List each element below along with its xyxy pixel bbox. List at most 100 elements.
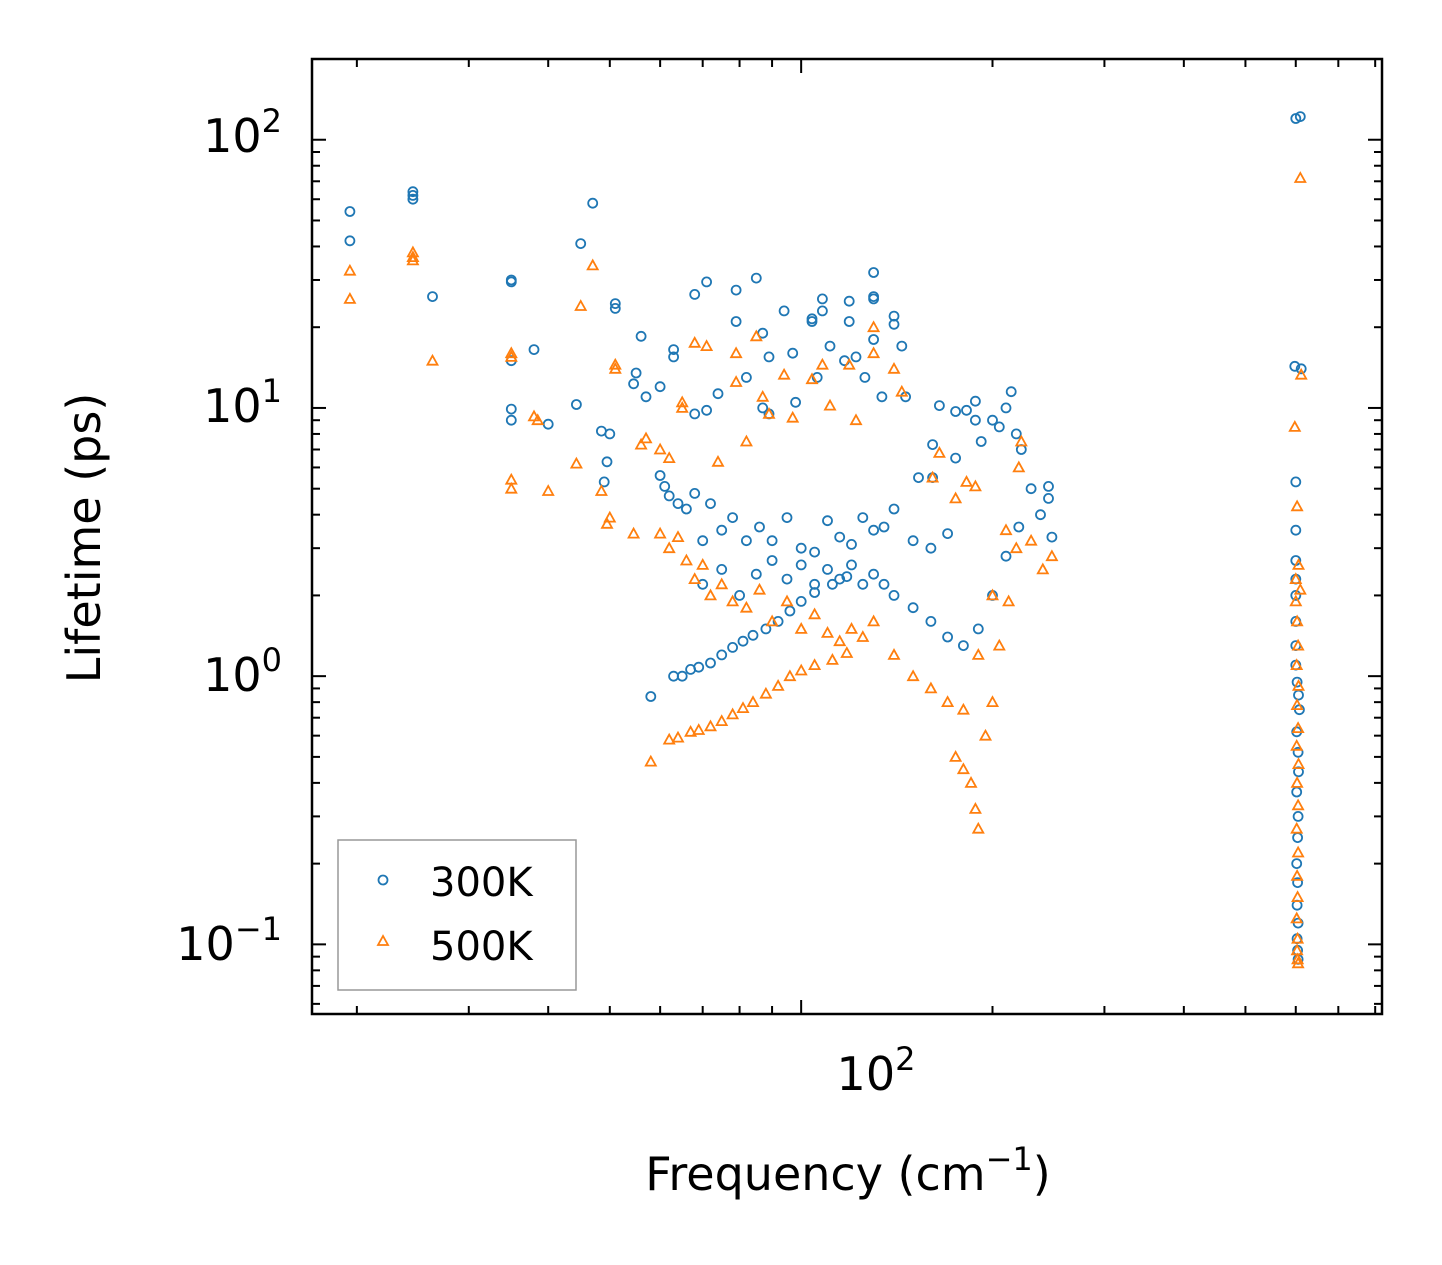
point-500k — [1009, 541, 1023, 554]
point-500k — [808, 658, 822, 670]
point-300k — [950, 452, 961, 464]
point-500k — [586, 258, 600, 271]
point-300k — [747, 629, 759, 641]
x-tick-base-100: 10 — [837, 1047, 896, 1101]
point-300k — [1292, 746, 1304, 758]
point-300k — [907, 535, 919, 547]
point-500k — [985, 588, 1000, 601]
point-300k — [790, 396, 801, 408]
point-500k — [1289, 594, 1303, 607]
y-tick-label-1: 100 — [203, 641, 282, 702]
point-500k — [639, 431, 653, 444]
point-300k — [817, 305, 828, 317]
point-500k — [971, 648, 985, 660]
point-300k — [587, 197, 599, 209]
point-300k — [701, 404, 712, 416]
point-300k — [659, 480, 671, 492]
point-500k — [1290, 614, 1304, 627]
point-500k — [786, 410, 800, 423]
point-300k — [907, 602, 919, 614]
point-500k — [531, 413, 545, 426]
point-300k — [809, 587, 820, 598]
point-500k — [895, 384, 909, 397]
point-300k — [1043, 492, 1054, 504]
point-300k — [344, 235, 356, 247]
point-300k — [505, 414, 517, 426]
point-500k — [1290, 658, 1304, 670]
point-300k — [609, 298, 621, 310]
point-300k — [716, 564, 728, 575]
point-300k — [750, 568, 762, 580]
axis-ticks — [312, 58, 1382, 1014]
point-500k — [715, 577, 729, 590]
point-500k — [808, 607, 822, 620]
point-500k — [825, 653, 839, 665]
point-300k — [681, 503, 692, 515]
point-500k — [696, 558, 710, 570]
y-tick-exp-0.1: −1 — [235, 910, 282, 948]
point-500k — [729, 375, 743, 387]
point-300k — [1289, 360, 1301, 372]
point-300k — [427, 291, 438, 303]
point-300k — [822, 564, 833, 575]
point-500k — [999, 523, 1013, 536]
y-tick-base-100: 10 — [203, 109, 262, 163]
point-500k — [780, 594, 794, 607]
point-300k — [727, 642, 738, 653]
legend: 300K 500K — [337, 839, 577, 991]
point-500k — [608, 357, 622, 370]
point-500k — [1289, 572, 1303, 584]
point-500k — [688, 572, 702, 584]
point-500k — [1293, 582, 1307, 595]
point-300k — [1046, 531, 1058, 543]
point-300k — [407, 189, 419, 201]
legend-marker-300k — [377, 874, 389, 886]
point-500k — [700, 339, 714, 352]
point-500k — [736, 701, 750, 713]
point-500k — [867, 614, 881, 627]
y-tick-base-0.1: 10 — [176, 917, 235, 971]
point-500k — [653, 526, 667, 539]
point-500k — [820, 626, 835, 638]
point-500k — [867, 320, 881, 333]
point-500k — [726, 594, 740, 607]
point-300k — [834, 573, 846, 585]
point-300k — [727, 512, 738, 523]
point-500k — [959, 475, 974, 487]
point-500k — [956, 762, 970, 775]
point-500k — [406, 253, 420, 266]
y-tick-base-1: 10 — [203, 648, 262, 702]
point-500k — [1291, 931, 1305, 944]
x-tick-exp-100: 2 — [895, 1040, 915, 1078]
point-300k — [822, 515, 833, 527]
point-500k — [949, 491, 963, 504]
point-300k — [868, 334, 879, 345]
y-tick-exp-10: 1 — [262, 372, 282, 410]
point-300k — [778, 305, 790, 317]
point-300k — [407, 193, 419, 205]
point-300k — [888, 318, 900, 330]
point-500k — [729, 346, 743, 359]
point-500k — [1291, 679, 1306, 691]
point-500k — [949, 750, 963, 762]
point-500k — [504, 346, 518, 359]
point-300k — [958, 640, 969, 651]
point-500k — [794, 622, 808, 634]
point-300k — [878, 521, 890, 533]
point-300k — [754, 521, 765, 533]
point-500k — [746, 695, 760, 707]
point-300k — [734, 590, 745, 601]
point-500k — [956, 702, 970, 715]
legend-label-300k: 300K — [430, 860, 534, 906]
point-500k — [1045, 549, 1059, 562]
point-300k — [868, 293, 879, 305]
point-300k — [888, 503, 900, 515]
point-300k — [344, 206, 356, 217]
point-500k — [425, 353, 440, 366]
point-300k — [741, 371, 752, 383]
point-300k — [716, 649, 728, 661]
point-300k — [763, 351, 775, 363]
point-300k — [1294, 111, 1306, 122]
point-500k — [941, 695, 955, 707]
point-300k — [571, 399, 582, 410]
